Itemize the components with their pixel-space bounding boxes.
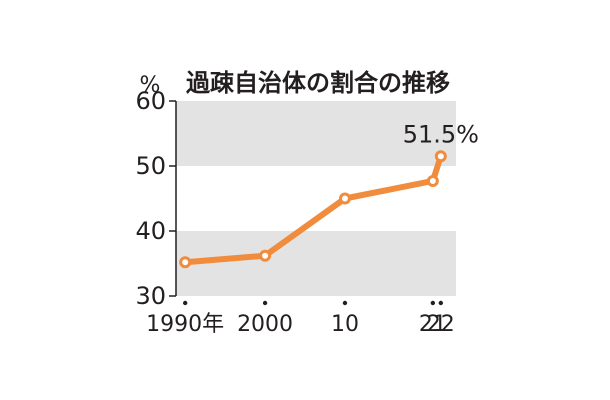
x-tick-label: 22: [427, 312, 455, 337]
band-30-40: [176, 231, 456, 296]
y-axis: 30 40 50 60: [135, 87, 177, 310]
annotations: 51.5%: [403, 120, 479, 148]
chart-title: 過疎自治体の割合の推移: [186, 69, 450, 97]
data-point: [426, 174, 439, 187]
data-point: [338, 192, 351, 205]
series-group: [179, 150, 447, 269]
background-bands: [176, 101, 456, 296]
y-axis-unit-label: %: [140, 73, 161, 98]
x-tick-label: 2000: [237, 312, 293, 337]
y-tick-label: 40: [135, 217, 166, 245]
x-tick-label: 10: [331, 312, 359, 337]
data-point: [179, 256, 192, 269]
x-tick-dot: [342, 300, 348, 306]
y-tick-label: 60: [135, 87, 166, 115]
y-tick-label: 50: [135, 152, 166, 180]
x-tick-dot: [438, 300, 444, 306]
band-50-60: [176, 101, 456, 166]
data-point: [259, 249, 272, 262]
x-tick-dot: [182, 300, 188, 306]
x-tick-label: 21: [419, 312, 447, 337]
data-label: 51.5%: [403, 120, 479, 148]
x-tick-dot: [430, 300, 436, 306]
x-tick-dot: [262, 300, 268, 306]
x-tick-label: 1990年: [146, 312, 224, 337]
y-tick-label: 30: [135, 282, 166, 310]
data-point: [434, 150, 447, 163]
